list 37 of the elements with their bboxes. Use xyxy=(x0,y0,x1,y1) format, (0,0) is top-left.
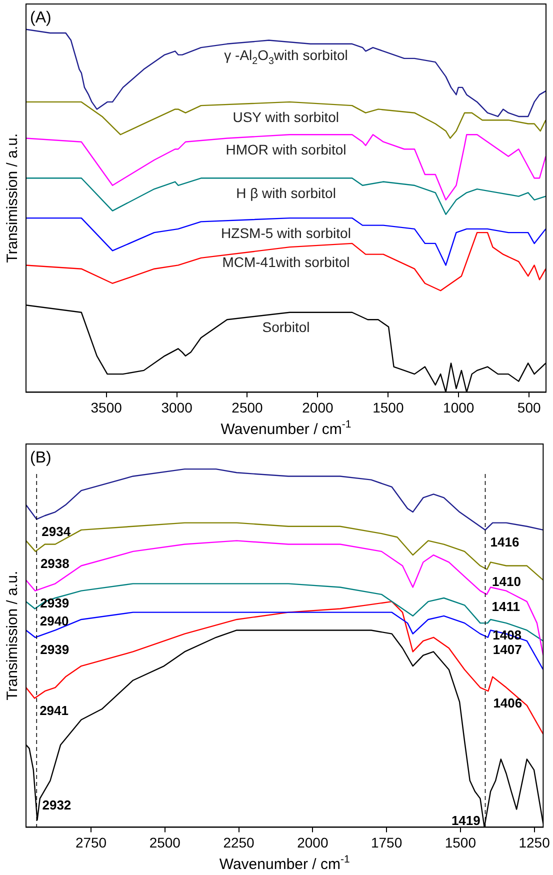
x-tick-label: 1250 xyxy=(518,834,550,850)
x-tick-label: 1500 xyxy=(372,399,404,416)
chart-title: (A) xyxy=(30,9,52,26)
annotation: 2939 xyxy=(40,595,70,610)
series-label: HMOR with sorbitol xyxy=(226,141,346,158)
annotation: 2938 xyxy=(40,556,70,572)
series-label: USY with sorbitol xyxy=(232,108,340,125)
annotation: 1406 xyxy=(493,696,522,711)
annotation: 1410 xyxy=(492,574,521,589)
series-label: MCM-41with sorbitol xyxy=(222,254,350,270)
annotation: 2940 xyxy=(40,613,69,628)
annotation: 1419 xyxy=(451,812,480,828)
x-tick-label: 1500 xyxy=(444,834,476,850)
series-label: H β with sorbitol xyxy=(236,185,336,202)
annotation: 1411 xyxy=(492,598,520,614)
x-tick-label: 3000 xyxy=(161,399,193,416)
x-tick-label: 2750 xyxy=(75,834,107,850)
y-axis-title: Transimission / a.u. xyxy=(4,133,22,263)
annotation: 1407 xyxy=(492,642,522,657)
annotation: 2934 xyxy=(42,524,72,539)
x-tick-label: 3500 xyxy=(90,399,122,416)
chart-title: (B) xyxy=(30,449,52,466)
x-tick-label: 500 xyxy=(517,399,541,416)
y-axis-title: Transimission / a.u. xyxy=(4,570,22,700)
series-label: HZSM-5 with sorbitol xyxy=(221,224,351,241)
annotation: 2932 xyxy=(42,798,72,813)
x-tick-label: 1750 xyxy=(370,834,402,850)
x-tick-label: 2250 xyxy=(223,834,255,850)
x-tick-label: 2000 xyxy=(297,834,328,850)
x-tick-label: 2500 xyxy=(149,834,181,850)
x-tick-label: 2000 xyxy=(302,399,334,416)
annotation: 2941 xyxy=(40,702,68,718)
x-tick-label: 1000 xyxy=(443,399,474,416)
series-label: Sorbitol xyxy=(262,319,310,336)
annotation: 1416 xyxy=(490,534,520,550)
annotation: 2939 xyxy=(40,642,70,657)
x-tick-label: 2500 xyxy=(232,399,264,416)
